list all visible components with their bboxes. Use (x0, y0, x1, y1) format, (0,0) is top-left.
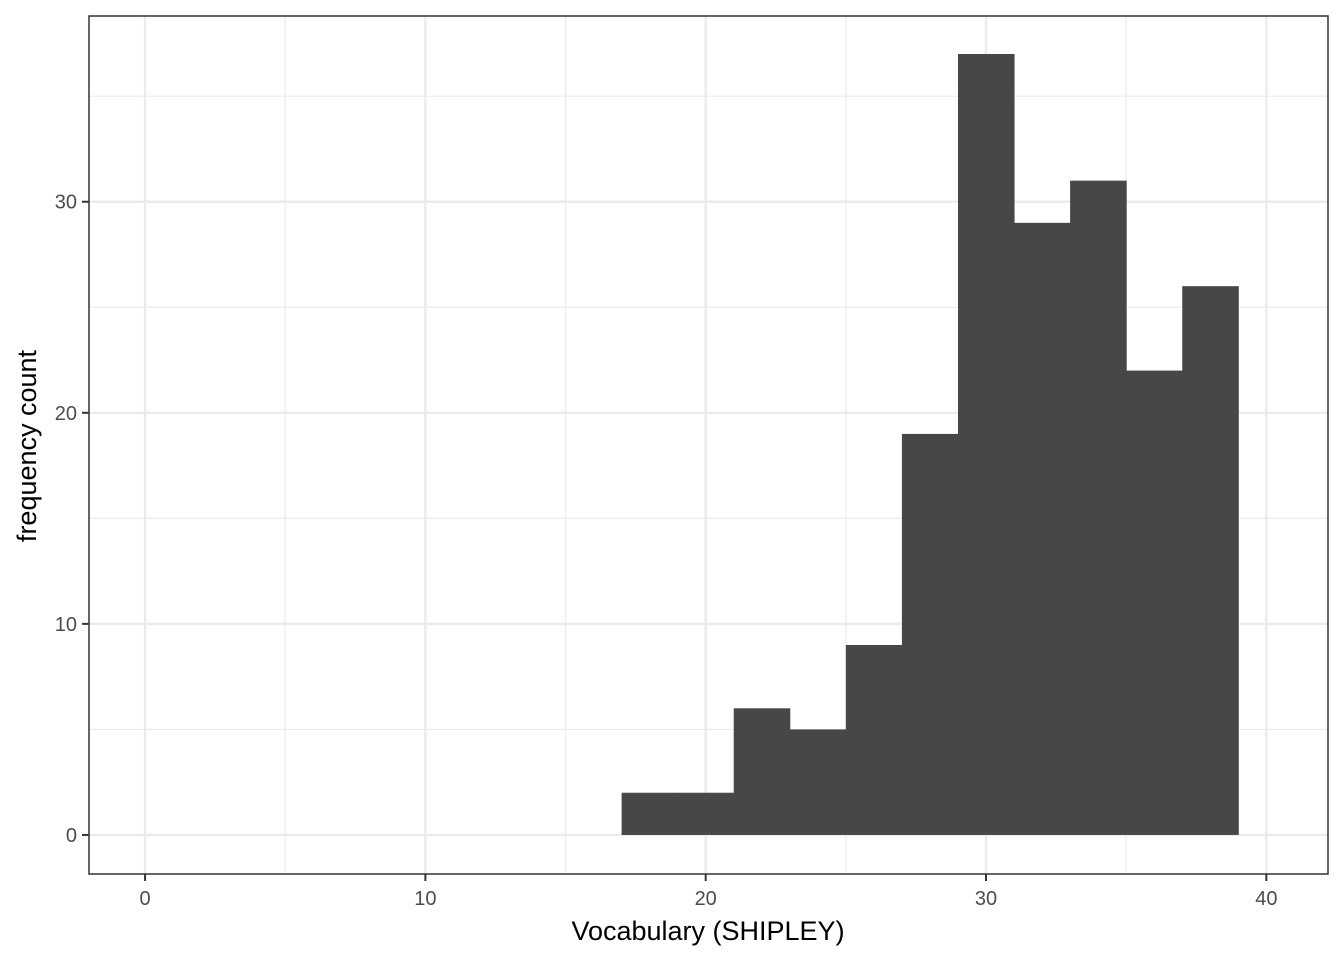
histogram-bar (733, 708, 791, 835)
histogram-bars (621, 53, 1239, 835)
y-tick-label: 0 (66, 825, 77, 847)
y-axis: 0 10 20 30 (55, 192, 89, 847)
histogram-bar (677, 792, 735, 835)
y-tick-label: 10 (55, 614, 77, 636)
x-axis-title: Vocabulary (SHIPLEY) (571, 916, 844, 946)
histogram-bar (621, 792, 679, 835)
y-tick-label: 20 (55, 403, 77, 425)
x-tick-label: 10 (414, 888, 436, 910)
histogram-bar (1126, 370, 1183, 835)
histogram-bar (1070, 180, 1127, 835)
x-tick-label: 0 (140, 888, 151, 910)
y-tick-label: 30 (55, 192, 77, 214)
x-tick-label: 40 (1255, 888, 1277, 910)
panel-border (88, 15, 1329, 875)
histogram-bar (957, 53, 1015, 835)
histogram-bar (1014, 222, 1071, 835)
x-tick-label: 20 (695, 888, 717, 910)
histogram-bar (845, 644, 903, 835)
histogram-bar (901, 433, 959, 835)
x-axis: 0 10 20 30 40 (140, 874, 1277, 910)
y-axis-title: frequency count (12, 349, 42, 542)
x-tick-label: 30 (975, 888, 997, 910)
histogram-bar (789, 729, 847, 835)
histogram-bar (1182, 286, 1239, 835)
